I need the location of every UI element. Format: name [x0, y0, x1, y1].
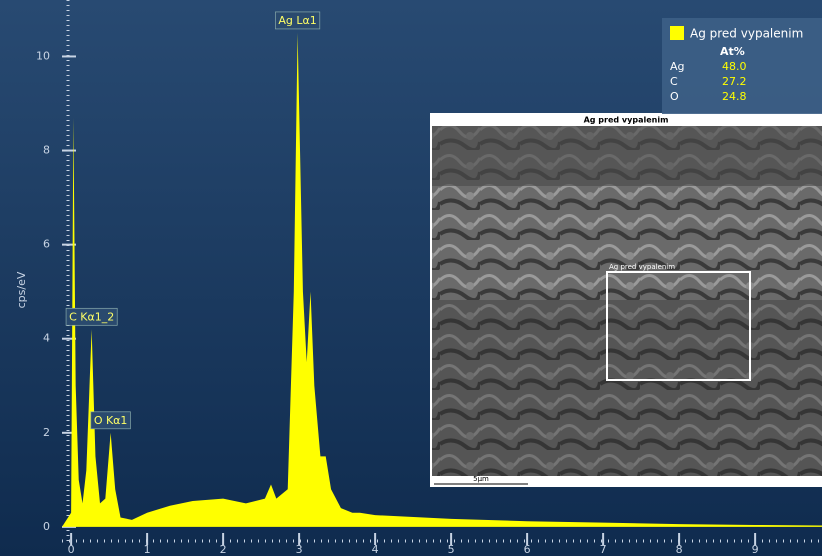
x-tick-label: 1 [144, 543, 151, 556]
sem-shade [432, 126, 822, 186]
x-tick-label: 5 [448, 543, 455, 556]
table-element: Ag [670, 60, 685, 73]
y-tick-label: 8 [43, 144, 50, 157]
chart: cps/eV 0 2 4 6 8 10 0 1 2 3 4 5 6 7 8 9 Ag Lα1 C Kα1_2 O K… [0, 0, 822, 556]
scale-strip [432, 476, 822, 487]
inset-title: Ag pred vypalenim [584, 116, 669, 125]
table-value: 27.2 [722, 75, 747, 88]
table-element: O [670, 90, 679, 103]
table-value: 24.8 [722, 90, 747, 103]
scale-label: 5µm [473, 475, 489, 483]
x-tick-label: 3 [296, 543, 303, 556]
table-element: C [670, 75, 678, 88]
peak-label: O Kα1 [94, 414, 128, 427]
y-tick-label: 0 [43, 520, 50, 533]
x-tick-label: 0 [68, 543, 75, 556]
x-tick-label: 7 [600, 543, 607, 556]
x-tick-label: 8 [676, 543, 683, 556]
x-tick-label: 2 [220, 543, 227, 556]
x-tick-label: 9 [752, 543, 759, 556]
legend: Ag pred vypalenim At% Ag 48.0 C 27.2 O 24.8 [662, 18, 822, 114]
table-value: 48.0 [722, 60, 747, 73]
peak-label: Ag Lα1 [278, 14, 316, 27]
y-tick-label: 6 [43, 238, 50, 251]
region-label: Ag pred vypalenim [609, 263, 675, 271]
y-tick-label: 2 [43, 426, 50, 439]
legend-swatch [670, 26, 684, 40]
y-tick-label: 10 [36, 49, 50, 62]
legend-label: Ag pred vypalenim [690, 27, 803, 41]
x-tick-label: 6 [524, 543, 531, 556]
sem-inset: Ag pred vypalenim Ag pred vypalenim 5µm [430, 113, 822, 487]
y-tick-label: 4 [43, 332, 50, 345]
y-axis-label: cps/eV [15, 271, 28, 308]
x-tick-label: 4 [372, 543, 379, 556]
sem-shade [432, 300, 822, 476]
table-header: At% [720, 45, 745, 58]
peak-label: C Kα1_2 [69, 310, 114, 323]
